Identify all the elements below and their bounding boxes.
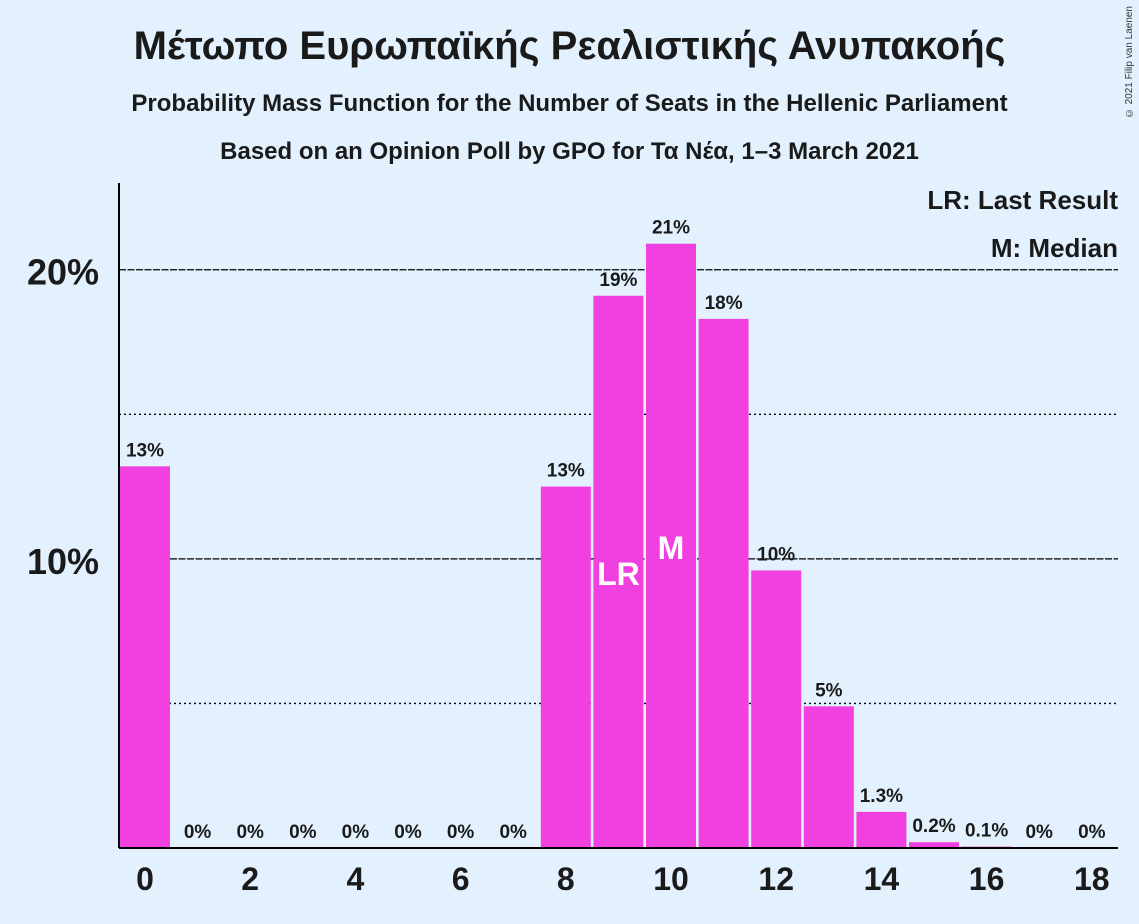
x-tick-label: 14 — [864, 861, 900, 897]
bar-value-label: 0.2% — [912, 816, 955, 837]
x-tick-label: 16 — [969, 861, 1005, 897]
y-tick-label: 20% — [27, 252, 99, 293]
chart-title: Μέτωπο Ευρωπαϊκής Ρεαλιστικής Ανυπακοής — [133, 24, 1006, 68]
bar — [120, 466, 170, 848]
bar-value-label: 0% — [184, 822, 212, 843]
bar-value-label: 0% — [342, 822, 370, 843]
x-tick-label: 10 — [653, 861, 689, 897]
bar-value-label: 0% — [289, 822, 317, 843]
x-tick-label: 6 — [452, 861, 470, 897]
bar-value-label: 0% — [499, 822, 527, 843]
last-result-marker: LR — [597, 556, 640, 592]
bar-value-label: 21% — [652, 218, 690, 239]
chart-source: Based on an Opinion Poll by GPO for Τα Ν… — [220, 138, 919, 165]
bar — [646, 243, 696, 848]
bar — [593, 295, 644, 848]
median-marker: M — [658, 530, 685, 566]
bar-value-label: 18% — [705, 293, 743, 314]
bar — [540, 486, 591, 848]
bar-value-label: 5% — [815, 680, 843, 701]
bar-value-label: 0.1% — [965, 821, 1008, 842]
x-tick-label: 4 — [347, 861, 365, 897]
x-tick-label: 2 — [241, 861, 259, 897]
bar-value-label: 10% — [757, 544, 795, 565]
bar-value-label: 0% — [1078, 822, 1106, 843]
bar-value-label: 0% — [1025, 822, 1053, 843]
bar — [751, 570, 802, 848]
y-tick-label: 10% — [27, 541, 99, 582]
bar-value-label: 1.3% — [860, 786, 903, 807]
x-tick-label: 18 — [1074, 861, 1110, 897]
bar-value-label: 13% — [126, 440, 164, 461]
x-tick-label: 0 — [136, 861, 154, 897]
legend-entry: M: Median — [991, 233, 1118, 263]
chart-subtitle: Probability Mass Function for the Number… — [131, 90, 1008, 117]
bar — [909, 842, 959, 848]
legend-entry: LR: Last Result — [927, 185, 1118, 215]
x-tick-label: 8 — [557, 861, 575, 897]
bar — [856, 811, 907, 848]
bar-value-label: 0% — [394, 822, 422, 843]
bar — [698, 318, 749, 848]
bar — [803, 706, 854, 848]
x-tick-label: 12 — [758, 861, 794, 897]
bar-value-label: 0% — [447, 822, 475, 843]
bar-value-label: 0% — [236, 822, 264, 843]
bar-value-label: 13% — [547, 461, 585, 482]
bar-value-label: 19% — [599, 270, 637, 291]
